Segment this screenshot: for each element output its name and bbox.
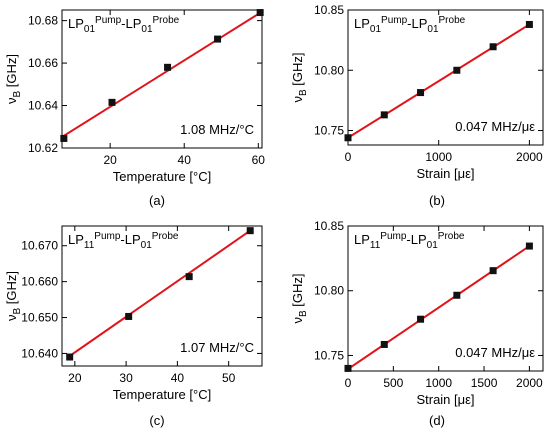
y-tick-label: 10.85: [314, 3, 344, 17]
data-point-marker: [453, 66, 461, 74]
data-point-marker: [489, 43, 497, 51]
data-point-marker: [344, 364, 352, 372]
data-point-marker: [60, 134, 68, 142]
y-tick-label: 10.670: [21, 239, 58, 253]
x-tick-label: 60: [252, 153, 266, 167]
data-point-marker: [380, 340, 388, 348]
y-tick-label: 10.64: [28, 99, 58, 113]
y-tick-label: 10.80: [314, 284, 344, 298]
plot-frame: [347, 225, 544, 372]
y-axis-label: νB [GHz]: [4, 54, 23, 104]
panel-a: 20 40 60 10.62 10.64 10.66 10.68 LP01Pump-LP01P…: [4, 9, 265, 208]
x-axis-label: Strain [με]: [416, 392, 474, 407]
x-tick-label: 1000: [425, 150, 452, 164]
x-axis-label: Temperature [°C]: [113, 169, 211, 184]
panel-label: (d): [429, 413, 445, 428]
mode-title: LP01Pump-LP01Probe: [68, 15, 180, 35]
linear-fit-line: [347, 23, 530, 139]
plot-frame: [61, 225, 263, 367]
mode-title: LP11Pump-LP01Probe: [354, 231, 465, 251]
y-tick-label: 10.80: [314, 63, 344, 77]
data-point-marker: [185, 273, 193, 281]
data-point-marker: [256, 9, 264, 17]
x-tick-label: 20: [103, 153, 117, 167]
linear-fit-line: [61, 10, 263, 138]
x-tick-label: 0: [345, 376, 352, 390]
x-tick-label: 0: [345, 150, 352, 164]
panel-label: (b): [429, 193, 445, 208]
x-axis-label: Temperature [°C]: [113, 387, 211, 402]
data-point-marker: [108, 98, 116, 106]
y-axis-label: νB [GHz]: [290, 52, 309, 102]
y-axis-label: νB [GHz]: [4, 271, 23, 321]
data-point-marker: [246, 227, 254, 235]
y-tick-label: 10.62: [28, 141, 58, 155]
x-tick-label: 40: [178, 153, 192, 167]
x-tick-label: 30: [119, 371, 133, 385]
x-tick-label: 40: [171, 371, 185, 385]
x-tick-label: 2000: [516, 376, 543, 390]
panel-label: (a): [149, 193, 165, 208]
y-axis-label: νB [GHz]: [290, 273, 309, 323]
x-tick-label: 2000: [516, 150, 543, 164]
panel-d: 0 500 1000 1500 2000 10.75 10.80 10.85 LP11Pump-…: [290, 219, 544, 428]
y-tick-label: 10.68: [28, 14, 58, 28]
slope-annotation: 1.08 MHz/°C: [180, 122, 254, 137]
data-point-marker: [380, 111, 388, 119]
y-tick-label: 10.75: [314, 124, 344, 138]
y-tick-label: 10.650: [21, 311, 58, 325]
y-tick-label: 10.66: [28, 56, 58, 70]
data-point-marker: [525, 242, 533, 250]
x-tick-label: 1000: [425, 376, 452, 390]
data-point-marker: [66, 353, 74, 361]
data-point-marker: [417, 315, 425, 323]
y-tick-label: 10.660: [21, 275, 58, 289]
slope-annotation: 0.047 MHz/με: [455, 119, 535, 134]
y-tick-label: 10.75: [314, 348, 344, 362]
linear-fit-line: [66, 228, 253, 359]
panel-b: 0 1000 2000 10.75 10.80 10.85 LP01Pump-LP01Pro…: [290, 3, 544, 208]
slope-annotation: 1.07 MHz/°C: [180, 340, 254, 355]
slope-annotation: 0.047 MHz/με: [455, 345, 535, 360]
mode-title: LP11Pump-LP01Probe: [68, 231, 179, 251]
data-point-marker: [489, 267, 497, 275]
linear-fit-line: [347, 245, 530, 370]
x-tick-label: 20: [68, 371, 82, 385]
data-point-marker: [164, 63, 172, 71]
mode-title: LP01Pump-LP01Probe: [354, 15, 466, 35]
data-point-marker: [125, 312, 133, 320]
data-point-marker: [344, 134, 352, 142]
data-point-marker: [214, 35, 222, 43]
plot-frame: [347, 9, 544, 146]
x-tick-label: 50: [222, 371, 236, 385]
y-tick-label: 10.85: [314, 219, 344, 233]
data-point-marker: [525, 20, 533, 28]
panel-c: 20 30 40 50 10.640 10.650 10.660 10.670 LP11Pump…: [4, 225, 263, 428]
x-tick-label: 1500: [471, 376, 498, 390]
plot-frame: [61, 9, 263, 149]
data-point-marker: [453, 291, 461, 299]
x-tick-label: 500: [383, 376, 403, 390]
panel-label: (c): [149, 413, 164, 428]
y-tick-label: 10.640: [21, 346, 58, 360]
data-point-marker: [417, 89, 425, 97]
x-axis-label: Strain [με]: [416, 166, 474, 181]
